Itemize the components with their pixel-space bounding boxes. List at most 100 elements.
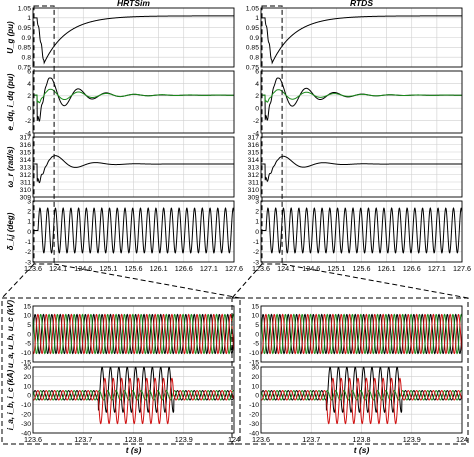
y-tick-label: -5 [25, 341, 31, 348]
panel-rtds-top-3: 123.6 124.1 124.6 125.1 125.6 126.1 126.6 127.1… [252, 198, 471, 273]
y-tick-label: 5 [255, 322, 259, 329]
y-tick-label: -3 [25, 259, 31, 266]
y-tick-label: 10 [251, 313, 259, 320]
series-group [33, 77, 234, 122]
series-line [33, 155, 234, 184]
y-tick-label: 0.8 [250, 55, 260, 62]
y-tick-label: 315 [20, 149, 32, 156]
y-tick-label: 4 [27, 81, 31, 88]
series-line [261, 89, 462, 103]
y-axis-label: U_g (pu) [6, 21, 15, 54]
y-tick-label: 316 [248, 142, 260, 149]
zoom-window-box [261, 5, 283, 265]
y-tick-label: 310 [20, 187, 32, 194]
y-tick-label: 4 [255, 81, 259, 88]
y-tick-label: 0 [255, 229, 259, 236]
y-tick-label: -40 [21, 430, 31, 437]
panel-frame [32, 136, 235, 198]
y-tick-label: -2 [25, 249, 31, 256]
y-tick-label: 0.75 [18, 64, 31, 71]
y-tick-label: 313 [248, 164, 260, 171]
y-tick-label: 3 [27, 198, 31, 205]
y-tick-label: 5 [27, 322, 31, 329]
y-tick-label: -30 [21, 421, 31, 428]
x-tick-label: 125.6 [353, 264, 371, 273]
series-line [261, 313, 462, 355]
series-line [33, 207, 234, 254]
y-tick-label: -15 [249, 359, 259, 366]
y-tick-label: 309 [20, 194, 32, 201]
x-tick-label: 123.7 [302, 435, 320, 444]
x-tick-label: 123.9 [175, 435, 193, 444]
y-tick-label: 0 [27, 393, 31, 400]
series-line [261, 207, 462, 254]
y-tick-label: 1.05 [18, 5, 31, 12]
y-tick-label: 0 [27, 229, 31, 236]
y-tick-label: 1.05 [246, 5, 259, 12]
y-tick-label: -4 [25, 130, 31, 137]
panel-frame [260, 136, 463, 198]
series-group [33, 313, 234, 355]
series-line [261, 155, 462, 182]
y-tick-label: 0.9 [250, 35, 260, 42]
y-axis-label: δ_i,j (deg) [6, 212, 15, 250]
y-tick-label: 0.75 [246, 64, 259, 71]
series-line [33, 377, 234, 425]
y-tick-label: 317 [248, 134, 260, 141]
panel-frame [260, 70, 463, 134]
series-group [33, 15, 234, 65]
x-tick-label: 124.1 [277, 264, 295, 273]
panel-frame [260, 7, 463, 68]
y-tick-label: -10 [249, 402, 259, 409]
y-tick-label: 0.95 [18, 25, 31, 32]
y-tick-label: -30 [249, 421, 259, 428]
y-tick-label: 15 [251, 303, 259, 310]
y-tick-label: -1 [253, 239, 259, 246]
y-axis-label: u_a, u_b, u_c (kV) [6, 300, 15, 368]
y-tick-label: -2 [25, 118, 31, 125]
zoom-frame [231, 297, 469, 445]
panel-frame [32, 7, 235, 68]
zoom-window-box [33, 5, 55, 265]
y-tick-label: -10 [21, 350, 31, 357]
series-group [261, 207, 462, 254]
y-tick-label: 10 [23, 383, 31, 390]
x-tick-label: 126.1 [150, 264, 168, 273]
panel-hrtsim-top-3: 123.6 124.1 124.6 125.1 125.6 126.1 126.6 127.1… [6, 198, 243, 273]
y-tick-label: 1 [27, 219, 31, 226]
y-tick-label: 309 [248, 194, 260, 201]
y-tick-label: -10 [249, 350, 259, 357]
series-group [33, 155, 234, 184]
x-tick-label: 124 [456, 435, 468, 444]
panel-frame [32, 70, 235, 134]
y-tick-label: 0 [255, 393, 259, 400]
x-tick-label: 125.6 [125, 264, 143, 273]
series-group [261, 367, 462, 425]
y-axis-label: e_dq, i_dq (pu) [6, 73, 15, 130]
series-line [33, 313, 234, 355]
y-tick-label: 314 [20, 157, 32, 164]
series-group [33, 207, 234, 254]
x-axis-label: t (s) [354, 445, 370, 455]
y-axis-label: i_a, i_b, i_c (kA) [6, 369, 15, 430]
y-tick-label: 312 [248, 172, 260, 179]
x-tick-label: 124.6 [74, 264, 92, 273]
panel-hrtsim-top-0: 0.75 0.8 0.85 0.9 0.95 1 1.05 U_g (pu) [6, 5, 235, 71]
x-tick-label: 123.8 [353, 435, 371, 444]
series-line [261, 390, 462, 401]
x-axis-label: t (s) [126, 445, 142, 455]
x-tick-label: 126.1 [378, 264, 396, 273]
x-tick-label: 123.9 [403, 435, 421, 444]
y-tick-label: 0.95 [246, 25, 259, 32]
y-tick-label: 0.85 [246, 45, 259, 52]
series-line [33, 390, 234, 401]
y-tick-label: 310 [248, 187, 260, 194]
panel-frame [260, 366, 463, 434]
y-tick-label: 15 [23, 303, 31, 310]
panel-rtds-top-1: -4 -2 0 2 4 6 [253, 68, 463, 137]
panel-rtds-zoom-1: 123.6 123.7 123.8 123.9 124 -40 -30 -20 -10 0 10 20… [249, 364, 468, 444]
panel-hrtsim-top-1: -4 -2 0 2 4 6 e_dq, i_dq (pu) [6, 68, 235, 137]
x-tick-label: 125.1 [99, 264, 117, 273]
x-tick-label: 123.7 [74, 435, 92, 444]
